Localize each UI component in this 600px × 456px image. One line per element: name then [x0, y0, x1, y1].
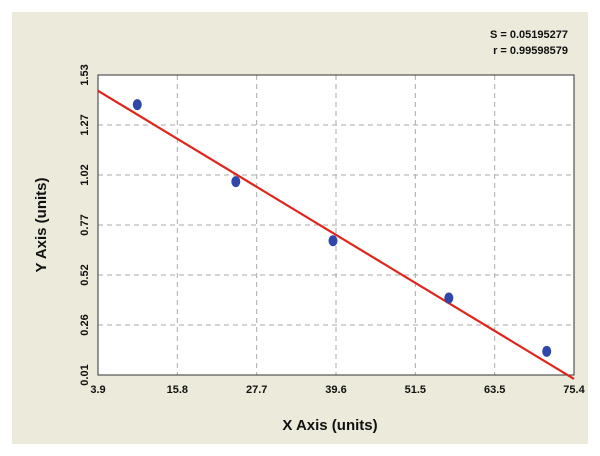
chart-figure: S = 0.05195277 r = 0.99598579 3.9 15.8 27.… — [12, 12, 588, 444]
x-tick-label: 63.5 — [484, 384, 505, 396]
x-tick-label: 51.5 — [405, 384, 426, 396]
fit-line — [97, 89, 575, 380]
data-point — [231, 176, 241, 188]
x-tick-label: 27.7 — [246, 384, 267, 396]
y-tick-label: 0.01 — [79, 364, 91, 385]
y-axis-title: Y Axis (units) — [33, 177, 50, 272]
r-statistic: r = 0.99598579 — [493, 45, 568, 57]
y-tick-label: 1.53 — [79, 64, 91, 85]
data-point — [328, 235, 338, 247]
data-point — [542, 345, 552, 357]
data-point — [132, 99, 142, 111]
y-tick-label: 0.26 — [79, 314, 91, 335]
tick-labels: 3.9 15.8 27.7 39.6 51.5 63.5 75.4 0.01 0.26 0.52 0… — [79, 64, 586, 396]
x-tick-label: 75.4 — [563, 384, 585, 396]
y-tick-label: 0.52 — [79, 264, 91, 285]
points-layer — [132, 99, 552, 357]
grid — [98, 75, 574, 375]
y-tick-label: 1.27 — [79, 114, 91, 135]
x-tick-label: 15.8 — [167, 384, 188, 396]
x-tick-label: 3.9 — [90, 384, 105, 396]
x-axis-title: X Axis (units) — [282, 417, 377, 434]
s-statistic: S = 0.05195277 — [490, 29, 568, 41]
x-tick-label: 39.6 — [325, 384, 346, 396]
data-point — [444, 292, 454, 304]
plot-border — [97, 74, 575, 376]
scatter-chart: S = 0.05195277 r = 0.99598579 3.9 15.8 27.… — [33, 29, 586, 434]
y-tick-label: 0.77 — [79, 214, 91, 235]
y-tick-label: 1.02 — [79, 164, 91, 185]
fit-line-layer — [97, 89, 575, 380]
